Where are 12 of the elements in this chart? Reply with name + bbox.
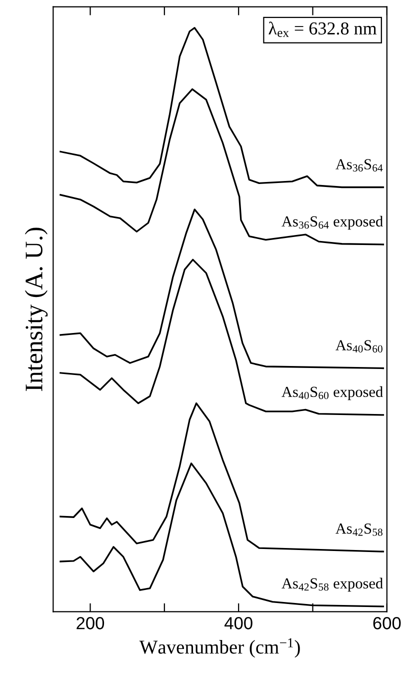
x-tick-label: 600: [373, 617, 401, 630]
series-label: As$_{40}$S$_{60}$ exposed: [282, 386, 383, 400]
series-label: As$_{42}$S$_{58}$: [336, 523, 382, 536]
series-label: As$_{36}$S$_{64}$: [336, 159, 383, 172]
x-tick-label: 200: [76, 617, 104, 630]
series-label: As$_{42}$S$_{58}$ exposed: [282, 578, 383, 592]
x-axis-title: Wavenumber (cm$^{−1}$): [139, 638, 300, 658]
x-tick-label: 400: [224, 617, 252, 630]
annotation: λ$_{ex}$ = 632.8 nm: [268, 22, 377, 38]
series-label: As$_{36}$S$_{64}$ exposed: [282, 216, 383, 230]
series-label: As$_{40}$S$_{60}$: [336, 340, 382, 352]
y-axis-title: Intensity (A. U.): [24, 228, 48, 391]
